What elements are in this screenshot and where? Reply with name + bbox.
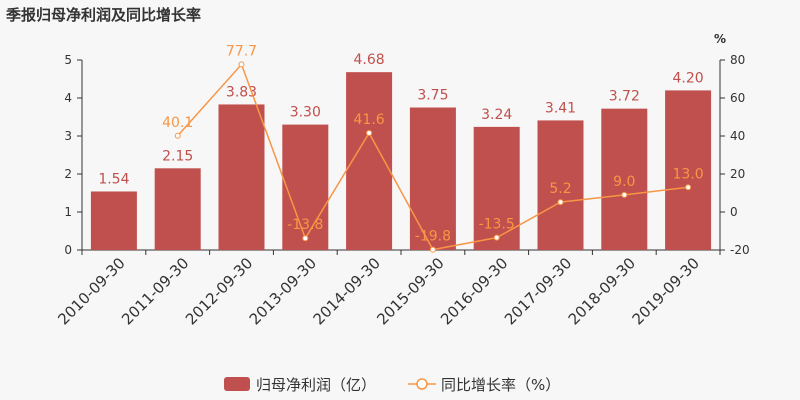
bar: [409, 107, 456, 250]
line-data-label: 77.7: [226, 43, 257, 59]
x-axis-tick-label: 2012-09-30: [182, 254, 256, 328]
left-axis-tick-label: 5: [64, 53, 72, 67]
bar-data-label: 1.54: [98, 171, 129, 187]
line-data-label: -19.8: [415, 229, 451, 245]
right-axis-unit: %: [714, 32, 726, 46]
line-data-label: -13.5: [479, 217, 515, 233]
line-point: [685, 184, 692, 191]
bar-data-label: 2.15: [162, 148, 193, 164]
right-axis-tick-label: 60: [730, 91, 745, 105]
line-point: [366, 129, 373, 136]
right-axis-tick-label: -20: [730, 243, 750, 257]
bar: [601, 108, 648, 250]
left-axis-tick-label: 0: [64, 243, 72, 257]
legend-swatch-marker: [416, 378, 428, 390]
bar-data-label: 3.72: [609, 89, 640, 105]
legend-label-line: 同比增长率（%）: [441, 376, 560, 394]
right-axis-tick-label: 20: [730, 167, 745, 181]
line-series: 40.1 77.7 -13.8 41.6 -19.8 -13.5 5.2 9.0 13.0: [162, 43, 704, 253]
left-axis-tick-label: 4: [64, 91, 72, 105]
bar-data-label: 3.75: [417, 88, 448, 104]
right-axis-tick-label: 0: [730, 205, 738, 219]
bar-data-label: 3.83: [226, 84, 257, 100]
x-axis-tick-label: 2014-09-30: [310, 254, 384, 328]
legend-label-bar: 归母净利润（亿）: [256, 376, 376, 394]
bar-data-label: 3.41: [545, 100, 576, 116]
bar: [218, 104, 265, 251]
x-axis-ticks: 2010-09-302011-09-302012-09-302013-09-30…: [54, 250, 721, 328]
line-point: [621, 191, 628, 198]
bar-data-label: 3.24: [481, 107, 512, 123]
x-axis-tick-label: 2010-09-30: [54, 254, 128, 328]
x-axis-tick-label: 2018-09-30: [565, 254, 639, 328]
chart-title: 季报归母净利润及同比增长率: [6, 6, 201, 24]
line-point: [429, 246, 436, 253]
line-data-label: -13.8: [287, 217, 323, 233]
line-point: [238, 61, 245, 68]
x-axis-tick-label: 2011-09-30: [118, 254, 192, 328]
line-data-label: 41.6: [354, 112, 385, 128]
line-data-label: 13.0: [673, 166, 704, 182]
bar-data-label: 4.20: [673, 70, 704, 86]
legend: 归母净利润（亿） 同比增长率（%）: [224, 376, 560, 394]
x-axis-tick-label: 2019-09-30: [629, 254, 703, 328]
line-point: [493, 234, 500, 241]
line-point: [174, 132, 181, 139]
bar: [665, 90, 712, 251]
left-axis-tick-label: 3: [64, 129, 72, 143]
right-axis-tick-label: 80: [730, 53, 745, 67]
bar-data-label: 3.30: [290, 105, 321, 121]
line-data-label: 9.0: [613, 174, 635, 190]
bar: [537, 120, 584, 250]
bar-series: 1.54 2.15 3.83 3.30 4.68 3.75 3.24 3.41 3.72 4.20: [90, 52, 712, 251]
x-axis-tick-label: 2017-09-30: [501, 254, 575, 328]
line-point: [557, 199, 564, 206]
x-axis-tick-label: 2015-09-30: [373, 254, 447, 328]
bar: [282, 124, 329, 250]
bar: [154, 168, 201, 250]
line-point: [302, 235, 309, 242]
left-axis-tick-label: 1: [64, 205, 72, 219]
x-axis-tick-label: 2016-09-30: [437, 254, 511, 328]
right-axis-tick-label: 40: [730, 129, 745, 143]
legend-swatch-bar: [224, 377, 250, 391]
line-data-label: 40.1: [162, 115, 193, 131]
line-data-label: 5.2: [549, 181, 571, 197]
x-axis-tick-label: 2013-09-30: [246, 254, 320, 328]
bar: [90, 191, 137, 250]
bar-data-label: 4.68: [354, 52, 385, 68]
left-axis-tick-label: 2: [64, 167, 72, 181]
